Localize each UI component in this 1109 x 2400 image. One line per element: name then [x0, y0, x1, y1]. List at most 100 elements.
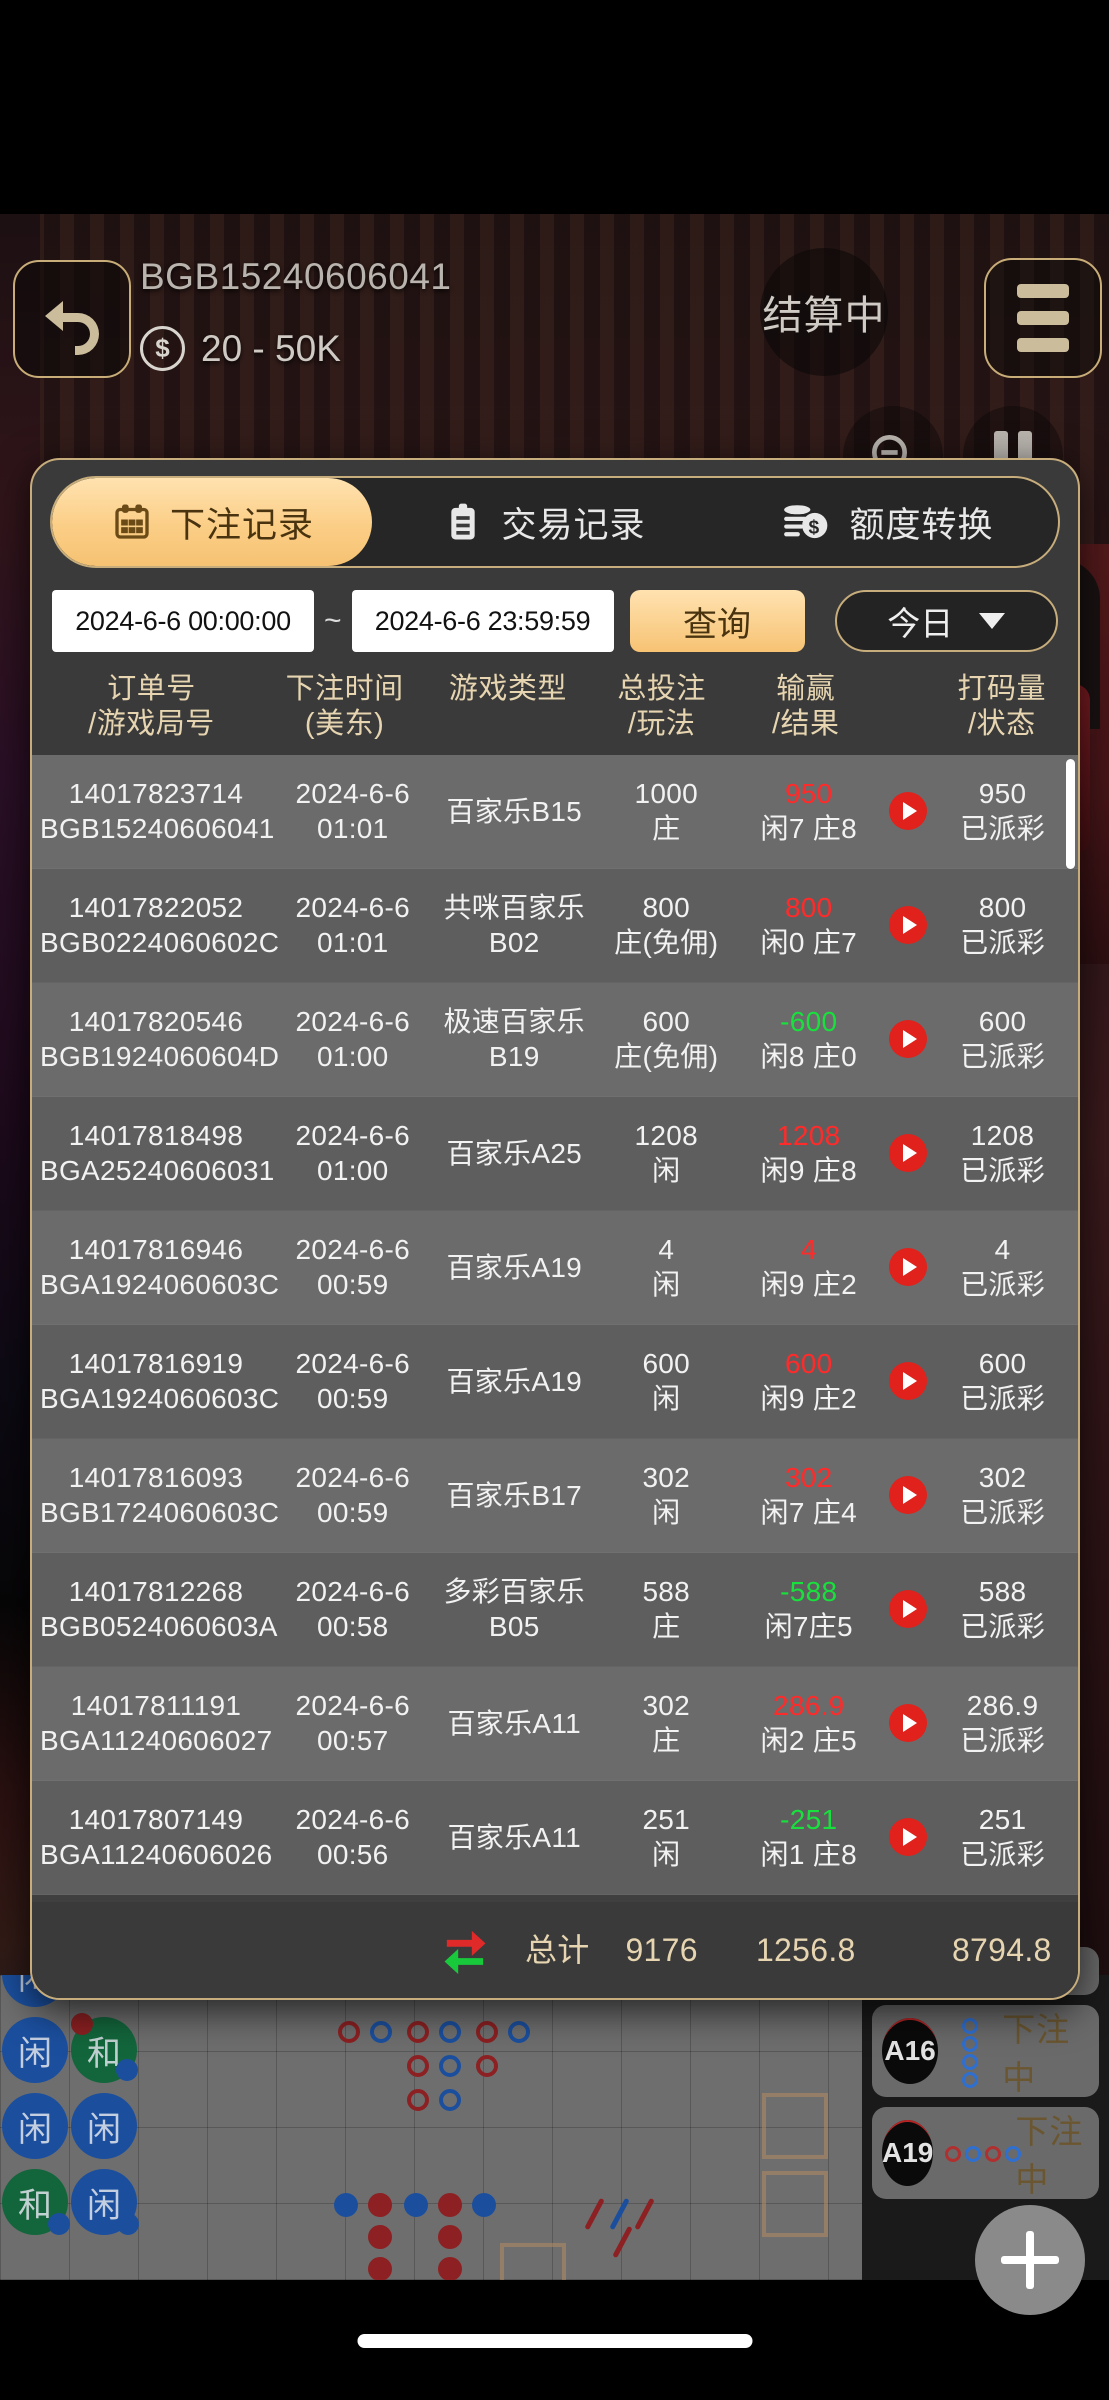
tab-credit-transfer[interactable]: $ 额度转换: [715, 478, 1058, 566]
svg-text:$: $: [809, 518, 821, 539]
table-row[interactable]: 14017816946 BGA1924060603C 2024-6-6 00:59 百家…: [32, 1210, 1078, 1325]
play-icon[interactable]: [888, 792, 927, 831]
back-button[interactable]: [13, 260, 131, 378]
cell-replay[interactable]: [880, 1362, 935, 1401]
play-icon[interactable]: [888, 1476, 927, 1515]
tab-label: 额度转换: [849, 505, 994, 545]
tab-label: 下注记录: [169, 505, 314, 545]
play-icon[interactable]: [888, 1020, 927, 1059]
swap-arrows-icon: [436, 1924, 494, 1976]
small-road-marker: [370, 2021, 392, 2043]
date-range-separator: ~: [324, 604, 342, 637]
big-road-slash: [634, 2197, 655, 2231]
small-road-marker: [476, 2021, 498, 2043]
play-icon[interactable]: [888, 906, 927, 945]
cell-replay[interactable]: [880, 1020, 935, 1059]
date-range-select[interactable]: 今日: [834, 590, 1058, 652]
table-row[interactable]: 14017816919 BGA1924060603C 2024-6-6 00:59 百家…: [32, 1324, 1078, 1439]
cell-replay[interactable]: [880, 1248, 935, 1287]
totals-label: 总计: [524, 1932, 590, 1968]
side-table-card[interactable]: A16 下注中: [872, 2005, 1099, 2097]
cell-total-bet: 600 庄(免佣): [614, 1006, 719, 1073]
road-arrow-cell: [762, 2171, 828, 2237]
cell-bet-time: 2024-6-6 01:00: [295, 1006, 410, 1073]
back-arrow-icon: [45, 301, 99, 355]
start-date-input[interactable]: [52, 590, 314, 652]
play-icon[interactable]: [888, 1362, 927, 1401]
cell-replay[interactable]: [880, 1476, 935, 1515]
road-pair-dot: [117, 2213, 139, 2235]
cockroach-road-marker: [368, 2257, 392, 2280]
bet-limit-label: 20 - 50K: [201, 327, 341, 369]
cell-game-type: 百家乐A19: [446, 1251, 583, 1283]
cockroach-road-marker: [438, 2225, 462, 2249]
cell-order-id: 14017818498 BGA25240606031: [40, 1120, 275, 1187]
hamburger-menu-icon: [1017, 284, 1069, 298]
small-road-marker: [439, 2021, 461, 2043]
cell-replay[interactable]: [880, 906, 935, 945]
side-table-status: 下注中: [1015, 2113, 1084, 2198]
small-road-marker: [508, 2021, 530, 2043]
table-row[interactable]: 14017811191 BGA11240606027 2024-6-6 00:57 百家…: [32, 1666, 1078, 1781]
small-road-marker: [407, 2021, 429, 2043]
play-icon[interactable]: [888, 1704, 927, 1743]
cell-order-id: 14017822052 BGB0224060602C: [40, 892, 280, 959]
table-row[interactable]: 14017818498 BGA25240606031 2024-6-6 01:00 百家…: [32, 1096, 1078, 1211]
table-row[interactable]: 14017807149 BGA11240606026 2024-6-6 00:56 百家…: [32, 1780, 1078, 1895]
cockroach-road-marker: [368, 2225, 392, 2249]
cell-replay[interactable]: [880, 1818, 935, 1857]
cockroach-road-marker: [472, 2193, 496, 2217]
cell-total-bet: 588 庄: [642, 1576, 691, 1643]
search-button[interactable]: 查询: [629, 590, 805, 652]
big-road-slash: [612, 2225, 633, 2259]
cell-bet-time: 2024-6-6 00:58: [295, 1576, 410, 1643]
road-pair-dot: [116, 2059, 138, 2081]
side-table-card[interactable]: A19 下注中: [872, 2107, 1099, 2199]
vertical-scrollbar[interactable]: [1066, 758, 1075, 869]
cell-game-type: 百家乐A19: [446, 1365, 583, 1397]
table-row[interactable]: 14017822052 BGB0224060602C 2024-6-6 01:01 共咪…: [32, 868, 1078, 983]
modal-tab-bar: 下注记录 交易记录: [50, 476, 1060, 568]
play-icon[interactable]: [888, 1134, 927, 1173]
add-table-button[interactable]: [975, 2205, 1085, 2315]
cell-bet-time: 2024-6-6 00:56: [295, 1804, 410, 1871]
cockroach-road-marker: [404, 2193, 428, 2217]
cell-valid-bet: 950 已派彩: [960, 778, 1045, 845]
table-row[interactable]: 14017820546 BGB1924060604D 2024-6-6 01:00 极速…: [32, 982, 1078, 1097]
cell-result: -600 闲8 庄0: [760, 1006, 857, 1073]
play-icon[interactable]: [888, 1248, 927, 1287]
cell-game-type: 百家乐B17: [446, 1479, 583, 1511]
cockroach-road-marker: [438, 2257, 462, 2280]
date-range-value: 今日: [887, 605, 954, 642]
table-row[interactable]: 14017823714 BGB15240606041 2024-6-6 01:01 百家…: [32, 754, 1078, 869]
tab-label: 交易记录: [501, 505, 646, 545]
table-row[interactable]: 14017816093 BGB1724060603C 2024-6-6 00:59 百家…: [32, 1438, 1078, 1553]
end-date-input[interactable]: [351, 590, 614, 652]
small-road-marker: [476, 2055, 498, 2077]
bet-history-modal: 下注记录 交易记录: [30, 458, 1080, 2000]
table-body[interactable]: 14017823714 BGB15240606041 2024-6-6 01:01 百家…: [32, 754, 1078, 1902]
cell-total-bet: 1208 闲: [634, 1120, 698, 1187]
play-icon[interactable]: [888, 1590, 927, 1629]
table-row[interactable]: 14017812268 BGB0524060603A 2024-6-6 00:58 多彩…: [32, 1552, 1078, 1667]
road-bead: 闲: [71, 2093, 137, 2159]
cell-replay[interactable]: [880, 792, 935, 831]
tab-bet-records[interactable]: 下注记录: [52, 478, 372, 566]
cell-order-id: 14017816093 BGB1724060603C: [40, 1462, 280, 1529]
bead-road-grid[interactable]: 闲 闲 和 闲 闲 和 闲: [0, 1975, 862, 2280]
totals-valid: 8794.8: [951, 1932, 1052, 1968]
bet-limit-row: $ 20 - 50K: [140, 326, 341, 371]
cell-replay[interactable]: [880, 1134, 935, 1173]
cell-replay[interactable]: [880, 1704, 935, 1743]
cell-game-type: 多彩百家乐 B05: [443, 1576, 585, 1643]
cell-result: 302 闲7 庄4: [760, 1462, 857, 1529]
cell-replay[interactable]: [880, 1590, 935, 1629]
filter-row: ~ 查询 今日: [32, 568, 1078, 666]
cell-order-id: 14017812268 BGB0524060603A: [40, 1576, 278, 1643]
menu-button[interactable]: [984, 258, 1102, 378]
cell-order-id: 14017816919 BGA1924060603C: [40, 1348, 280, 1415]
tab-transaction-records[interactable]: 交易记录: [372, 478, 715, 566]
table-header: 订单号 /游戏局号 下注时间 (美东) 游戏类型 总投注 /玩法 输赢 /结果 …: [32, 666, 1078, 755]
play-icon[interactable]: [888, 1818, 927, 1857]
